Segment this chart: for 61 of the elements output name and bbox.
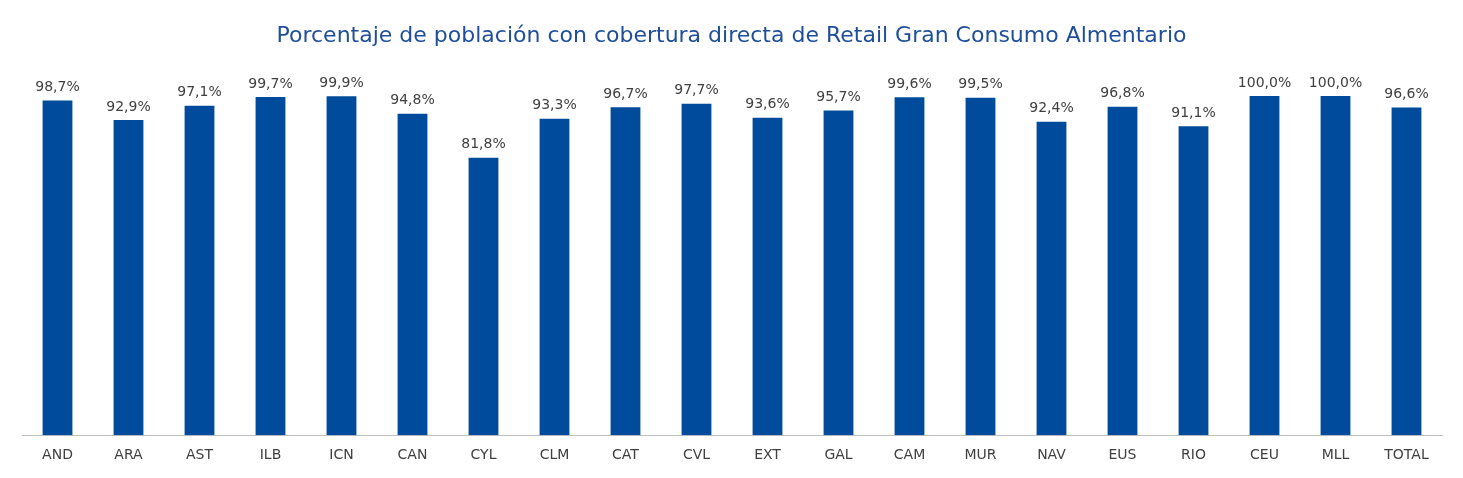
x-tick-label: RIO xyxy=(1181,446,1206,463)
x-tick-label: ICN xyxy=(329,446,354,463)
x-tick-label: CAT xyxy=(612,446,640,463)
bar xyxy=(681,103,712,436)
bar xyxy=(1036,121,1067,436)
data-label: 99,5% xyxy=(958,75,1003,92)
data-label: 95,7% xyxy=(816,88,861,105)
data-label: 99,9% xyxy=(319,73,364,90)
data-label: 93,6% xyxy=(745,95,790,112)
chart-title: Porcentaje de población con cobertura directa de Retail Gran Consumo Almentario xyxy=(275,22,1188,49)
bar xyxy=(468,157,499,436)
bar xyxy=(1178,126,1209,436)
bar xyxy=(184,105,215,436)
bar xyxy=(894,97,925,436)
data-label: 93,3% xyxy=(532,96,577,113)
x-tick-label: ARA xyxy=(114,446,144,463)
bar xyxy=(1249,96,1280,436)
data-label: 96,8% xyxy=(1100,84,1145,101)
bar xyxy=(113,120,144,436)
x-tick-label: CYL xyxy=(470,446,497,463)
data-label: 81,8% xyxy=(461,135,506,152)
x-tick-label: ILB xyxy=(259,446,282,463)
data-label: 94,8% xyxy=(390,91,435,108)
x-tick-label: AST xyxy=(185,446,214,463)
bar xyxy=(1320,96,1351,436)
bar xyxy=(539,118,570,436)
x-tick-label: CVL xyxy=(682,446,711,463)
x-tick-label: CAM xyxy=(893,446,926,463)
x-tick-label: TOTAL xyxy=(1383,446,1429,463)
data-label: 92,4% xyxy=(1029,99,1074,116)
data-label: 97,7% xyxy=(674,81,719,98)
bar xyxy=(610,107,641,436)
bar xyxy=(255,97,286,436)
data-label: 100,0% xyxy=(1237,73,1292,90)
bar xyxy=(965,97,996,436)
x-tick-label: CLM xyxy=(539,446,570,463)
bar xyxy=(326,96,357,436)
bar xyxy=(397,113,428,436)
x-tick-label: AND xyxy=(42,446,73,463)
x-tick-label: EUS xyxy=(1108,446,1137,463)
x-tick-label: CAN xyxy=(397,446,428,463)
x-tick-label: GAL xyxy=(824,446,853,463)
bar xyxy=(752,117,783,436)
data-label: 100,0% xyxy=(1308,73,1363,90)
data-label: 98,7% xyxy=(35,78,80,95)
x-tick-label: MUR xyxy=(964,446,997,463)
bar xyxy=(1391,107,1422,436)
bar xyxy=(1107,106,1138,436)
data-label: 99,6% xyxy=(887,75,932,91)
x-tick-label: EXT xyxy=(754,446,782,463)
x-tick-label: NAV xyxy=(1037,446,1067,463)
bar xyxy=(823,110,854,436)
data-label: 99,7% xyxy=(248,74,293,91)
data-label: 92,9% xyxy=(106,97,151,114)
bar xyxy=(42,100,73,436)
data-label: 96,6% xyxy=(1384,85,1429,102)
data-label: 96,7% xyxy=(603,84,648,101)
x-tick-label: MLL xyxy=(1321,446,1350,463)
data-label: 97,1% xyxy=(177,83,222,100)
data-label: 91,1% xyxy=(1171,103,1216,120)
x-tick-label: CEU xyxy=(1250,446,1279,463)
